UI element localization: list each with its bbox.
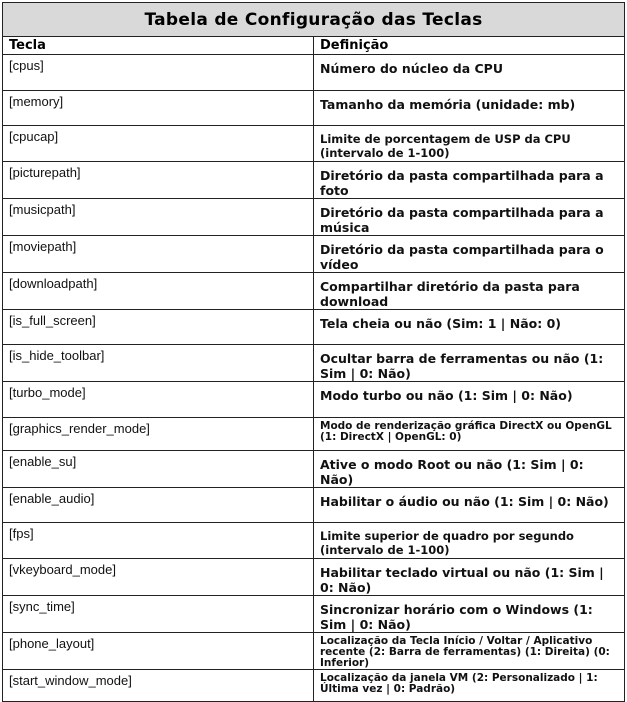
header-key: Tecla [2, 36, 314, 55]
key-cell: [musicpath] [2, 197, 314, 236]
table-row: [picturepath] Diretório da pasta comparti… [2, 160, 625, 199]
table-row: [phone_layout] Localização da Tecla Iníci… [2, 631, 625, 670]
table-row: [sync_time] Sincronizar horário com o Win… [2, 594, 625, 633]
table-row: [enable_su] Ative o modo Root ou não (1: … [2, 449, 625, 488]
key-cell: [graphics_render_mode] [2, 416, 314, 451]
definition-cell: Compartilhar diretório da pasta para dow… [313, 271, 625, 310]
table-row: [cpucap] Limite de porcentagem de USP da … [2, 125, 625, 162]
table-row: [is_hide_toolbar] Ocultar barra de ferram… [2, 344, 625, 383]
header-definition: Definição [313, 36, 625, 55]
key-cell: [moviepath] [2, 234, 314, 273]
key-cell: [is_hide_toolbar] [2, 344, 314, 383]
table-row: [downloadpath] Compartilhar diretório da … [2, 271, 625, 310]
key-cell: [downloadpath] [2, 271, 314, 310]
table-row: [is_full_screen] Tela cheia ou não (Sim: … [2, 308, 625, 346]
definition-cell: Número do núcleo da CPU [313, 54, 625, 91]
definition-cell: Diretório da pasta compartilhada para a … [313, 160, 625, 199]
definition-cell: Tela cheia ou não (Sim: 1 | Não: 0) [313, 308, 625, 346]
definition-cell: Modo de renderização gráfica DirectX ou … [313, 416, 625, 451]
key-cell: [start_window_mode] [2, 668, 314, 702]
key-cell: [cpucap] [2, 125, 314, 162]
key-cell: [enable_audio] [2, 486, 314, 524]
definition-cell: Limite superior de quadro por segundo (i… [313, 522, 625, 559]
table-row: [cpus] Número do núcleo da CPU [2, 54, 625, 91]
definition-cell: Tamanho da memória (unidade: mb) [313, 89, 625, 127]
table-row: [fps] Limite superior de quadro por segun… [2, 522, 625, 559]
definition-cell: Sincronizar horário com o Windows (1: Si… [313, 594, 625, 633]
key-cell: [phone_layout] [2, 631, 314, 670]
key-cell: [sync_time] [2, 594, 314, 633]
table-row: [start_window_mode] Localização da janela… [2, 668, 625, 702]
definition-cell: Ative o modo Root ou não (1: Sim | 0: Nã… [313, 449, 625, 488]
key-cell: [turbo_mode] [2, 381, 314, 418]
key-cell: [cpus] [2, 54, 314, 91]
key-cell: [fps] [2, 522, 314, 559]
definition-cell: Limite de porcentagem de USP da CPU (int… [313, 125, 625, 162]
table-row: [musicpath] Diretório da pasta compartilh… [2, 197, 625, 236]
table-row: [graphics_render_mode] Modo de renderizaç… [2, 416, 625, 451]
table-row: [memory] Tamanho da memória (unidade: mb) [2, 89, 625, 127]
definition-cell: Habilitar teclado virtual ou não (1: Sim… [313, 557, 625, 596]
key-cell: [enable_su] [2, 449, 314, 488]
definition-cell: Habilitar o áudio ou não (1: Sim | 0: Nã… [313, 486, 625, 524]
definition-cell: Diretório da pasta compartilhada para a … [313, 197, 625, 236]
key-cell: [is_full_screen] [2, 308, 314, 346]
key-cell: [vkeyboard_mode] [2, 557, 314, 596]
definition-cell: Localização da Tecla Início / Voltar / A… [313, 631, 625, 670]
definition-cell: Diretório da pasta compartilhada para o … [313, 234, 625, 273]
key-cell: [memory] [2, 89, 314, 127]
definition-cell: Modo turbo ou não (1: Sim | 0: Não) [313, 381, 625, 418]
table-row: [enable_audio] Habilitar o áudio ou não (… [2, 486, 625, 524]
key-cell: [picturepath] [2, 160, 314, 199]
table-row: [turbo_mode] Modo turbo ou não (1: Sim | … [2, 381, 625, 418]
table-row: [moviepath] Diretório da pasta compartilh… [2, 234, 625, 273]
definition-cell: Localização da janela VM (2: Personaliza… [313, 668, 625, 702]
definition-cell: Ocultar barra de ferramentas ou não (1: … [313, 344, 625, 383]
table-row: [vkeyboard_mode] Habilitar teclado virtua… [2, 557, 625, 596]
table-title: Tabela de Configuração das Teclas [2, 2, 625, 37]
